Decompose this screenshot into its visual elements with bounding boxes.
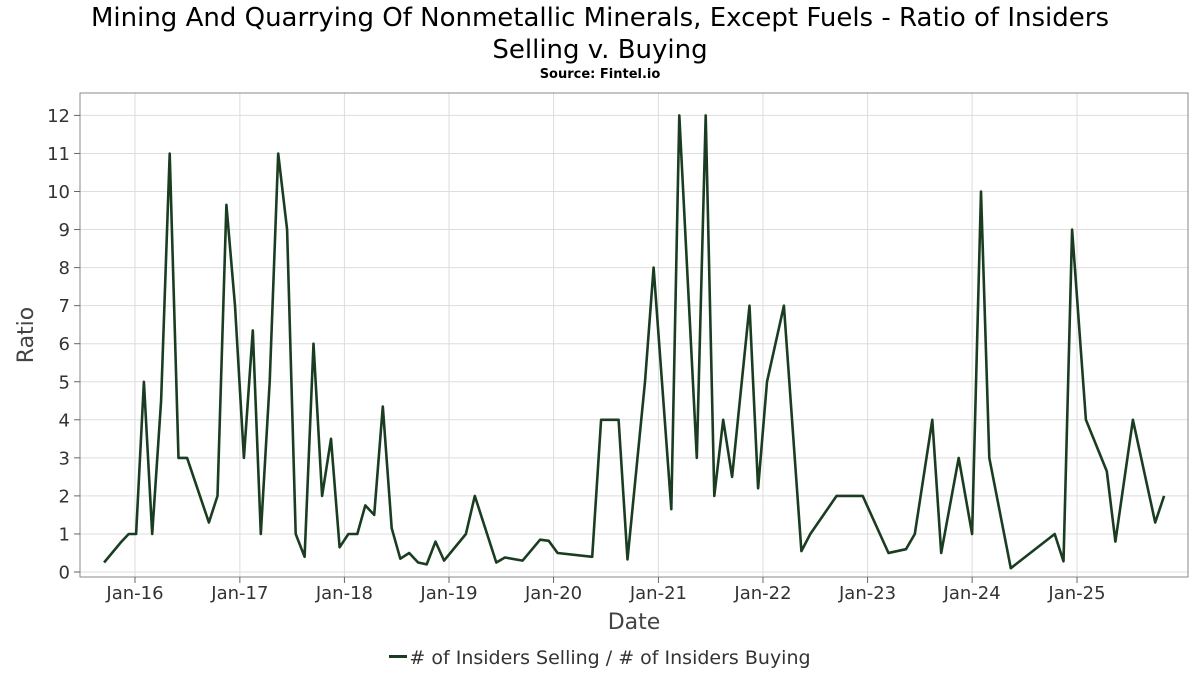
- y-tick-label: 9: [59, 220, 70, 241]
- x-axis-ticks: Jan-16 Jan-17 Jan-18 Jan-19 Jan-20 Jan-21 Jan-…: [105, 577, 1106, 604]
- x-tick-label: Jan-21: [629, 583, 687, 604]
- y-tick-label: 1: [59, 524, 70, 545]
- y-tick-label: 5: [59, 372, 70, 393]
- x-tick-label: Jan-20: [524, 583, 582, 604]
- y-tick-label: 4: [59, 410, 70, 431]
- y-tick-label: 0: [59, 563, 70, 584]
- x-axis-label: Date: [608, 610, 661, 635]
- x-tick-label: Jan-16: [105, 583, 163, 604]
- chart-title-line2: Selling v. Buying: [492, 35, 708, 65]
- y-tick-label: 2: [59, 486, 70, 507]
- y-tick-label: 6: [59, 334, 70, 355]
- x-tick-label: Jan-18: [315, 583, 373, 604]
- y-tick-label: 12: [47, 106, 70, 127]
- series-line: [103, 114, 1166, 570]
- legend-swatch: [389, 655, 408, 658]
- legend: # of Insiders Selling / # of Insiders Bu…: [0, 647, 1200, 669]
- x-tick-label: Jan-17: [210, 583, 268, 604]
- y-tick-label: 10: [47, 182, 70, 203]
- y-tick-label: 3: [59, 448, 70, 469]
- y-tick-label: 7: [59, 296, 70, 317]
- x-tick-label: Jan-23: [838, 583, 896, 604]
- y-axis-label: Ratio: [14, 307, 39, 363]
- plot-frame: [79, 92, 1189, 578]
- x-tick-label: Jan-19: [419, 583, 477, 604]
- y-tick-label: 11: [47, 144, 70, 165]
- x-tick-label: Jan-22: [733, 583, 791, 604]
- chart-source: Source: Fintel.io: [539, 67, 661, 82]
- chart-title-line1: Mining And Quarrying Of Nonmetallic Mine…: [90, 3, 1110, 33]
- x-tick-label: Jan-24: [943, 583, 1001, 604]
- y-tick-label: 8: [59, 258, 70, 279]
- x-tick-label: Jan-25: [1047, 583, 1105, 604]
- legend-label: # of Insiders Selling / # of Insiders Bu…: [409, 647, 811, 669]
